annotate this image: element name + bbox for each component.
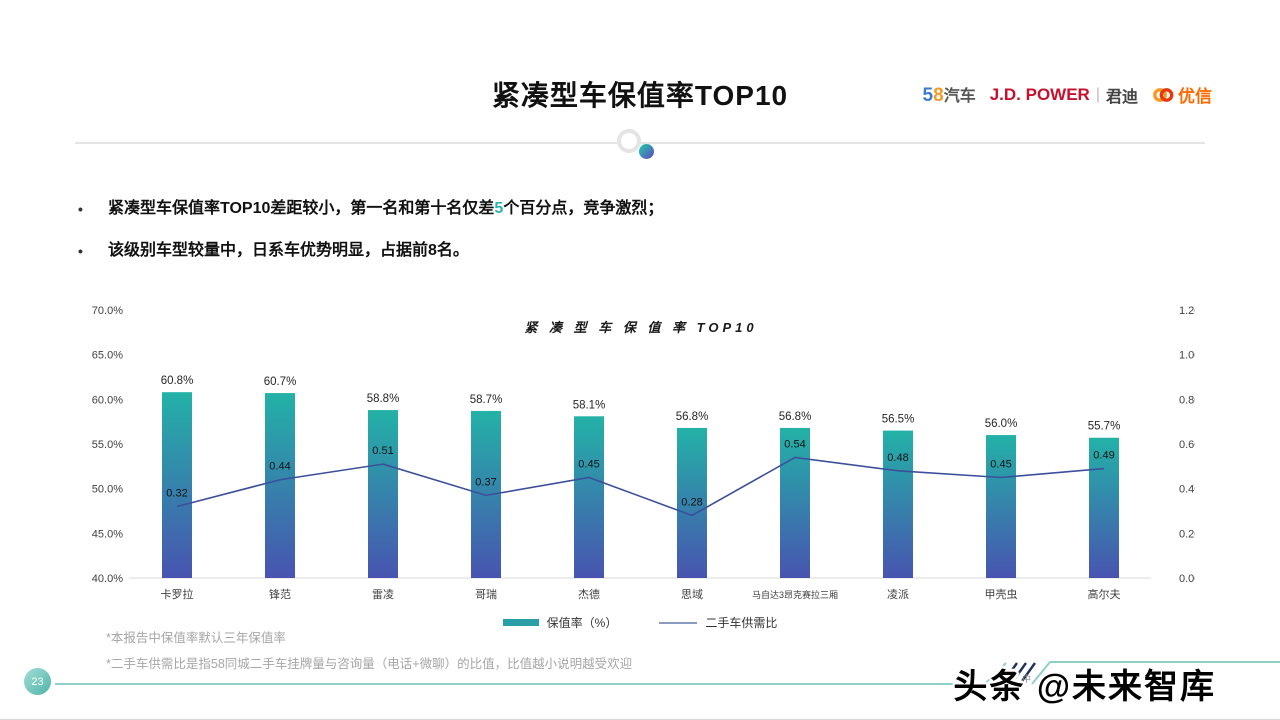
category-label: 锋范 [269, 587, 291, 601]
bar-value-label: 60.7% [264, 376, 297, 388]
line-point-label: 0.51 [372, 445, 393, 457]
legend-item-line-series: 二手车供需比 [659, 614, 777, 631]
logo-jdpower-separator: | [1095, 85, 1100, 103]
category-label: 卡罗拉 [161, 587, 194, 601]
line-point-label: 0.37 [475, 476, 496, 488]
footnote: *本报告中保值率默认三年保值率 [106, 631, 286, 645]
right-axis-tick: 0.00 [1179, 573, 1195, 585]
bar [265, 393, 295, 578]
line-point-label: 0.45 [578, 459, 599, 471]
logo-jdpower-en: J.D. POWER [989, 84, 1090, 104]
watermark: 头条 @未来智库 [953, 668, 1216, 706]
bar [883, 430, 913, 578]
logo-youxin-cn: 优信 [1178, 87, 1212, 106]
right-axis-tick: 1.00 [1179, 350, 1195, 362]
logo-youxin: 优信 [1152, 82, 1212, 107]
category-label: 哥瑞 [475, 587, 497, 601]
category-label: 甲壳虫 [985, 587, 1018, 601]
bar-value-label: 56.8% [779, 411, 812, 423]
bullet-item: • 紧凑型车保值率TOP10差距较小，第一名和第十名仅差5个百分点，竞争激烈； [78, 198, 1188, 220]
bar [780, 427, 810, 578]
category-label: 马自达3昂克赛拉三厢 [752, 589, 838, 600]
left-axis-tick: 40.0% [92, 573, 123, 585]
left-axis-tick: 70.0% [92, 305, 123, 317]
logo-58qiche: 58汽车 [923, 82, 976, 107]
bar-value-label: 56.0% [985, 418, 1018, 430]
bar-series-swatch-icon [502, 619, 539, 626]
key-findings: • 紧凑型车保值率TOP10差距较小，第一名和第十名仅差5个百分点，竞争激烈； … [78, 198, 1188, 282]
category-label: 凌派 [887, 587, 909, 601]
category-label: 思域 [681, 588, 703, 601]
left-axis-tick: 65.0% [92, 350, 123, 362]
footnote: *二手车供需比是指58同城二手车挂牌量与咨询量（电话+微聊）的比值，比值越小说明… [106, 657, 633, 671]
logo-58-digit8: 8 [933, 85, 944, 106]
bullet-text: 该级别车型较量中，日系车优势明显，占据前8名。 [108, 242, 469, 259]
combo-chart: 紧 凑 型 车 保 值 率 TOP10 70.0% 65.0% 60.0% 55.0% 5… [85, 292, 1201, 624]
left-axis-tick: 55.0% [92, 439, 123, 451]
divider-gradient-dot-icon [639, 144, 654, 159]
header-logos: 58汽车 J.D. POWER | 君迪 优信 [923, 82, 1212, 107]
category-label: 杰德 [578, 587, 600, 601]
chart-svg: 紧 凑 型 车 保 值 率 TOP10 70.0% 65.0% 60.0% 55.0% 5… [92, 305, 1201, 601]
slash-icon [1010, 662, 1027, 685]
logo-jdpower: J.D. POWER | 君迪 [990, 83, 1138, 107]
line-point-label: 0.48 [887, 452, 908, 464]
left-axis-tick: 45.0% [92, 528, 123, 540]
bar [986, 435, 1016, 578]
legend-bar-label: 保值率（%） [546, 616, 618, 630]
logo-58-cn: 汽车 [943, 88, 976, 105]
bar-value-label: 56.8% [676, 411, 709, 423]
line-point-label: 0.54 [784, 438, 805, 450]
footer-small-char: 中 [1022, 674, 1032, 684]
chart-legend: 保值率（%） 二手车供需比 [0, 614, 1280, 631]
legend-line-label: 二手车供需比 [705, 616, 778, 630]
bullet-marker: • [78, 243, 83, 259]
demand-supply-line [176, 456, 1105, 517]
right-axis-tick: 0.80 [1179, 394, 1195, 406]
bar [1089, 437, 1119, 578]
bar-value-label: 60.8% [161, 375, 194, 387]
highlight-number: 5 [494, 200, 504, 217]
bar [471, 410, 501, 578]
bar [574, 416, 604, 578]
slash-icon [1001, 662, 1018, 685]
bar-value-label: 58.8% [367, 393, 400, 405]
page-title: 紧凑型车保值率TOP10 [491, 80, 789, 111]
chart-title: 紧 凑 型 车 保 值 率 TOP10 [524, 320, 757, 335]
footnotes: *本报告中保值率默认三年保值率 *二手车供需比是指58同城二手车挂牌量与咨询量（… [106, 627, 632, 679]
line-point-label: 0.49 [1093, 450, 1114, 462]
logo-jdpower-cn: 君迪 [1105, 88, 1138, 106]
footer-decoration [55, 661, 1280, 685]
right-axis-tick: 0.60 [1179, 439, 1195, 451]
page-number-badge: 23 [24, 668, 51, 695]
right-axis-tick: 0.20 [1179, 528, 1195, 540]
bar [162, 392, 192, 578]
divider-ring-icon [617, 129, 641, 153]
line-point-label: 0.45 [990, 459, 1011, 471]
line-point-label: 0.32 [166, 488, 187, 500]
right-axis-tick: 1.20 [1179, 305, 1195, 317]
bullet-text: 紧凑型车保值率TOP10差距较小，第一名和第十名仅差5个百分点，竞争激烈； [108, 200, 664, 217]
left-axis-tick: 60.0% [92, 394, 123, 406]
category-label: 高尔夫 [1088, 587, 1121, 601]
line-point-label: 0.44 [269, 461, 290, 473]
bullet-marker: • [78, 201, 83, 217]
bar [368, 410, 398, 578]
bar-value-label: 56.5% [882, 414, 915, 426]
bar-value-label: 58.7% [470, 394, 503, 406]
bar-value-label: 58.1% [573, 399, 606, 411]
bullet-item: • 该级别车型较量中，日系车优势明显，占据前8名。 [78, 240, 1188, 262]
category-label: 雷凌 [372, 587, 394, 601]
slash-icon [1019, 662, 1036, 685]
bar [677, 427, 707, 578]
youxin-rings-icon [1153, 87, 1174, 102]
line-series-swatch-icon [659, 621, 698, 624]
left-axis-tick: 50.0% [92, 484, 123, 496]
line-point-label: 0.28 [681, 496, 702, 508]
logo-58-digit5: 5 [922, 85, 934, 106]
right-axis-tick: 0.40 [1179, 484, 1195, 496]
bar-value-label: 55.7% [1088, 421, 1121, 433]
legend-item-bar-series: 保值率（%） [502, 614, 618, 631]
